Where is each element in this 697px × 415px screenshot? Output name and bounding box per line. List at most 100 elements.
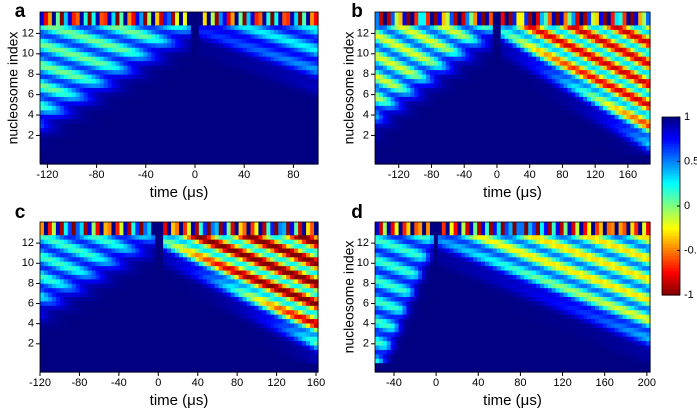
heatmap-cell [115, 79, 121, 85]
heatmap-cell [583, 38, 588, 44]
heatmap-cell [378, 137, 384, 143]
heatmap-cell [426, 105, 431, 111]
heatmap-cell [262, 155, 267, 161]
heatmap-cell [274, 29, 279, 35]
heatmap-cell [194, 29, 200, 35]
heatmap-cell [163, 141, 168, 147]
heatmap-cell [163, 16, 168, 22]
heatmap-cell [314, 110, 319, 116]
heatmap-cell [496, 150, 502, 156]
heatmap-cell [143, 92, 148, 98]
heatmap-cell [457, 128, 463, 134]
heatmap-cell [210, 12, 216, 18]
heatmap-cell [182, 128, 188, 134]
heatmap-cell [606, 96, 612, 103]
heatmap-cell [457, 146, 463, 152]
heatmap-cell [111, 56, 117, 62]
heatmap-cell [563, 52, 569, 58]
heatmap-cell [378, 29, 384, 35]
heatmap-cell [595, 16, 600, 22]
heatmap-cell [473, 12, 478, 18]
heatmap-cell [258, 61, 263, 67]
heatmap-cell [155, 65, 160, 71]
heatmap-cell [155, 137, 160, 143]
heatmap-cell [139, 150, 144, 156]
heatmap-cell [598, 56, 604, 62]
heatmap-cell [71, 16, 77, 22]
heatmap-cell [302, 61, 307, 67]
heatmap-cell [40, 319, 45, 325]
heatmap-cell [242, 47, 248, 53]
heatmap-cell [386, 88, 392, 94]
heatmap-cell [147, 119, 152, 125]
heatmap-cell [410, 141, 415, 147]
heatmap-cell [234, 92, 240, 98]
heatmap-cell [492, 61, 498, 67]
heatmap-cell [218, 96, 224, 103]
heatmap-cell [218, 70, 224, 76]
heatmap-cell [83, 88, 89, 94]
heatmap-cell [646, 65, 651, 71]
heatmap-cell [543, 141, 549, 147]
heatmap-cell [270, 61, 275, 67]
heatmap-cell [394, 34, 400, 40]
heatmap-cell [457, 34, 463, 40]
heatmap-cell [131, 65, 136, 71]
heatmap-cell [602, 12, 608, 18]
heatmap-cell [282, 61, 287, 67]
heatmap-cell [477, 38, 482, 44]
heatmap-cell [123, 105, 128, 111]
heatmap-cell [378, 123, 384, 129]
heatmap-cell [131, 43, 136, 49]
heatmap-cell [508, 34, 514, 40]
heatmap-cell [414, 114, 419, 120]
heatmap-cell [190, 105, 196, 111]
heatmap-cell [131, 25, 136, 31]
heatmap-cell [111, 114, 117, 120]
heatmap-cell [461, 159, 466, 165]
heatmap-cell [254, 70, 260, 76]
heatmap-cell [175, 29, 180, 35]
heatmap-cell [488, 70, 494, 76]
heatmap-cell [246, 52, 252, 58]
heatmap-cell [167, 101, 172, 107]
heatmap-cell [87, 159, 93, 165]
heatmap-cell [520, 16, 525, 22]
heatmap-cell [453, 61, 459, 67]
heatmap-cell [477, 61, 482, 67]
heatmap-cell [286, 38, 291, 44]
heatmap-cell [638, 101, 643, 107]
heatmap-cell [378, 92, 384, 98]
heatmap-cell [398, 92, 404, 98]
heatmap-cell [302, 38, 307, 44]
heatmap-cell [167, 150, 172, 156]
heatmap-cell [155, 16, 160, 22]
heatmap-cell [453, 155, 459, 161]
heatmap-cell [75, 105, 81, 111]
heatmap-cell [119, 96, 124, 103]
heatmap-cell [139, 146, 144, 152]
heatmap-cell [302, 65, 307, 71]
heatmap-cell [59, 222, 65, 228]
heatmap-cell [103, 34, 109, 40]
heatmap-cell [274, 132, 279, 138]
heatmap-cell [51, 12, 57, 18]
heatmap-cell [246, 128, 252, 134]
heatmap-cell [234, 25, 240, 31]
heatmap-cell [433, 110, 439, 116]
heatmap-cell [583, 65, 588, 71]
heatmap-cell [127, 123, 132, 129]
heatmap-cell [202, 128, 208, 134]
heatmap-cell [306, 132, 311, 138]
heatmap-cell [602, 20, 608, 27]
heatmap-cell [551, 132, 557, 138]
heatmap-cell [238, 155, 244, 161]
heatmap-cell [143, 155, 148, 161]
heatmap-cell [250, 20, 256, 27]
heatmap-cell [258, 16, 263, 22]
heatmap-cell [103, 47, 109, 53]
heatmap-cell [547, 137, 553, 143]
heatmap-cell [167, 29, 172, 35]
heatmap-cell [306, 16, 311, 22]
heatmap-cell [563, 141, 569, 147]
